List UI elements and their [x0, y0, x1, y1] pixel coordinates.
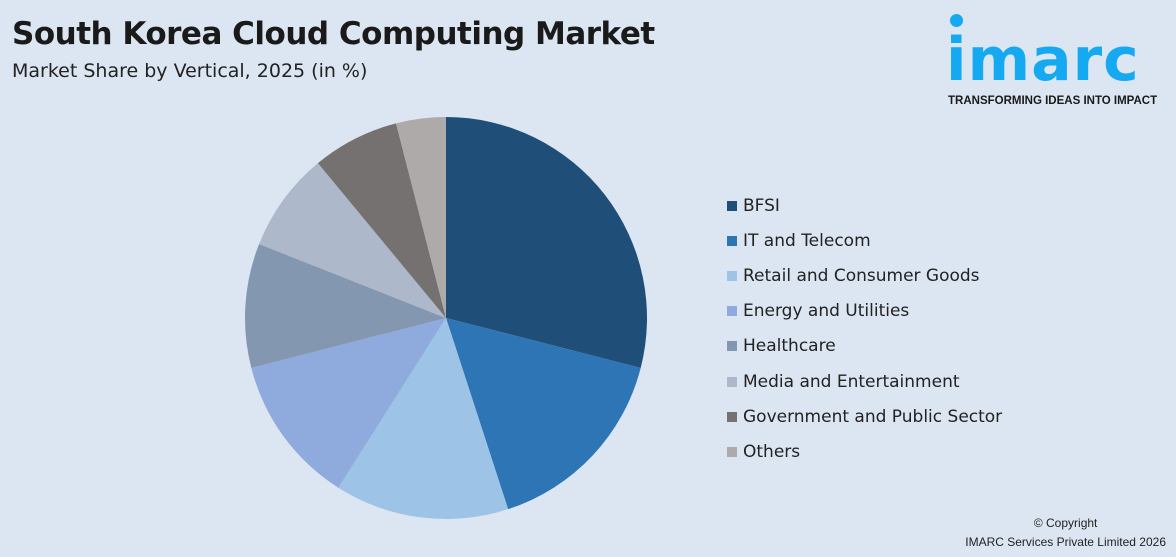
legend-swatch — [727, 235, 737, 246]
pie-slice-bfsi — [446, 117, 647, 368]
legend-label: Others — [743, 441, 801, 462]
logo-wordmark: imarc — [946, 25, 1140, 95]
legend-swatch — [727, 341, 737, 352]
pie-slice-healthcare — [245, 244, 446, 368]
pie-slice-government-and-public-sector — [317, 123, 446, 318]
legend-swatch — [727, 270, 737, 281]
legend-item: Government and Public Sector — [727, 399, 1002, 434]
pie-slice-others — [396, 117, 446, 318]
copyright-line: © Copyright — [1033, 516, 1098, 530]
imarc-logo: imarc TRANSFORMING IDEAS INTO IMPACT — [946, 12, 1170, 108]
legend-item: Media and Entertainment — [727, 364, 1002, 399]
legend-label: IT and Telecom — [743, 230, 871, 251]
logo-dot — [950, 14, 963, 27]
legend-item: Retail and Consumer Goods — [727, 258, 1002, 293]
legend-label: BFSI — [743, 195, 780, 216]
legend-label: Energy and Utilities — [743, 301, 910, 322]
legend-swatch — [727, 306, 737, 317]
legend-item: Healthcare — [727, 329, 1002, 364]
legend-item: Others — [727, 434, 1002, 469]
pie-slice-media-and-entertainment — [259, 163, 446, 318]
legend-swatch — [727, 446, 737, 457]
legend: BFSI IT and Telecom Retail and Consumer Go… — [727, 188, 1002, 470]
pie-slice-it-and-telecom — [446, 318, 641, 510]
copyright-company: IMARC Services Private Limited 2026 — [965, 535, 1166, 549]
legend-item: IT and Telecom — [727, 223, 1002, 258]
pie-slice-retail-and-consumer-goods — [338, 318, 509, 519]
chart-title: South Korea Cloud Computing Market — [12, 16, 655, 52]
logo-tagline: TRANSFORMING IDEAS INTO IMPACT — [948, 95, 1158, 107]
legend-item: BFSI — [727, 188, 1002, 223]
chart-subtitle: Market Share by Vertical, 2025 (in %) — [12, 60, 368, 82]
legend-label: Media and Entertainment — [743, 371, 960, 392]
legend-item: Energy and Utilities — [727, 294, 1002, 329]
legend-label: Retail and Consumer Goods — [743, 265, 980, 286]
legend-swatch — [727, 376, 737, 387]
pie-slice-energy-and-utilities — [251, 318, 446, 488]
legend-swatch — [727, 411, 737, 422]
copyright: © Copyright IMARC Services Private Limit… — [965, 514, 1166, 552]
legend-label: Government and Public Sector — [743, 406, 1003, 427]
legend-swatch — [727, 200, 737, 211]
legend-label: Healthcare — [743, 336, 836, 357]
